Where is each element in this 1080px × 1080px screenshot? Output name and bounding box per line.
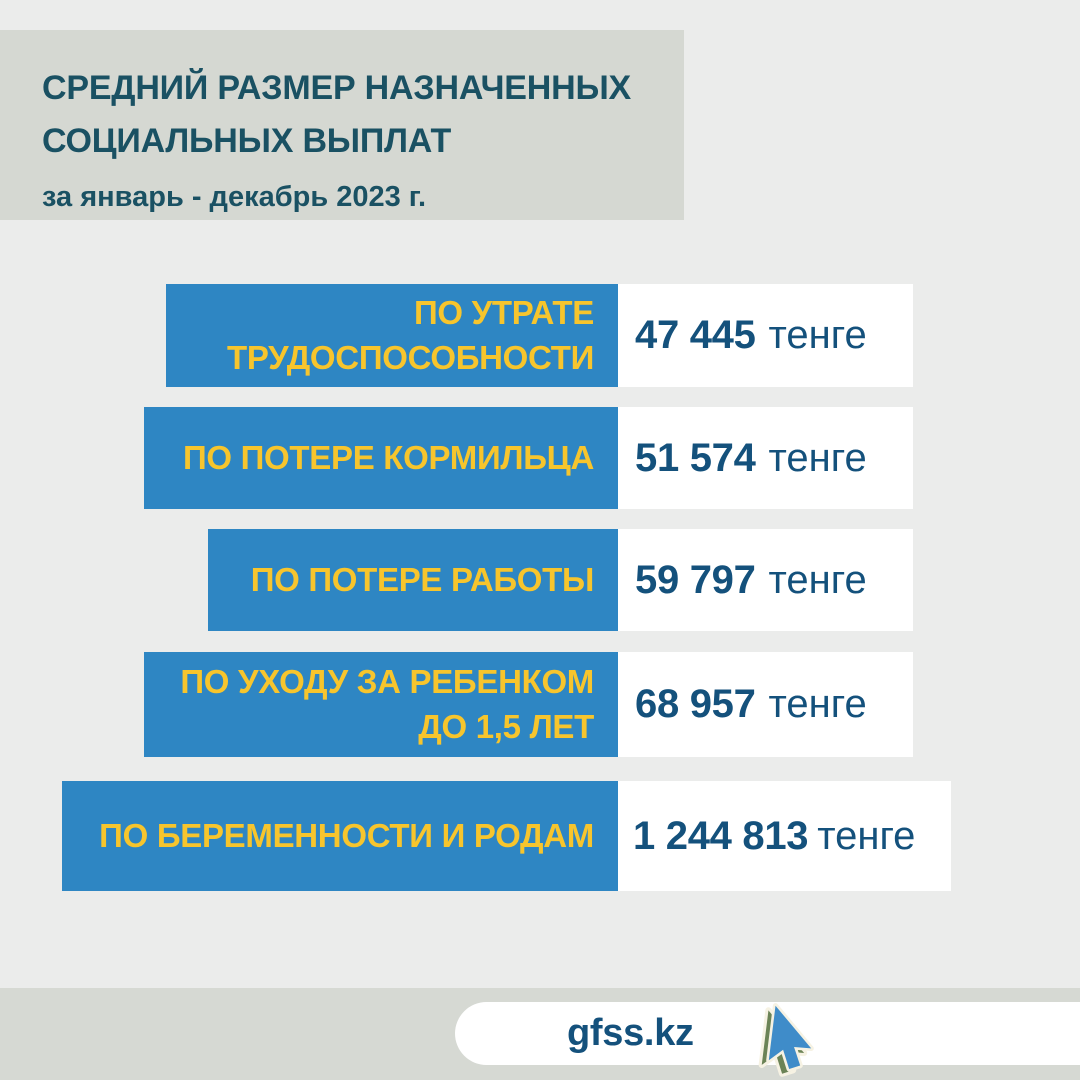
page-title: СРЕДНИЙ РАЗМЕР НАЗНАЧЕННЫХ СОЦИАЛЬНЫХ ВЫ… <box>42 62 664 167</box>
payment-value-box: 59 797 тенге <box>618 529 913 631</box>
payment-label-childcare: ПО УХОДУ ЗА РЕБЕНКОМ ДО 1,5 ЛЕТ <box>144 652 618 757</box>
payment-value-box: 51 574 тенге <box>618 407 913 509</box>
payment-amount: 68 957 <box>635 682 756 726</box>
payment-unit: тенге <box>768 435 867 480</box>
payment-value-box: 1 244 813 тенге <box>618 781 951 891</box>
payment-value-box: 68 957 тенге <box>618 652 913 757</box>
payment-amount: 47 445 <box>635 313 756 357</box>
payment-label-disability: ПО УТРАТЕ ТРУДОСПОСОБНОСТИ <box>166 284 618 387</box>
payment-amount: 51 574 <box>635 435 756 480</box>
mouse-pointer-icon <box>758 1003 814 1077</box>
payment-label-maternity: ПО БЕРЕМЕННОСТИ И РОДАМ <box>62 781 618 891</box>
payment-amount: 1 244 813 <box>633 813 809 858</box>
payment-unit: тенге <box>817 813 916 858</box>
header-panel: СРЕДНИЙ РАЗМЕР НАЗНАЧЕННЫХ СОЦИАЛЬНЫХ ВЫ… <box>0 30 684 220</box>
payment-label-breadwinner-loss: ПО ПОТЕРЕ КОРМИЛЬЦА <box>144 407 618 509</box>
payment-amount: 59 797 <box>635 557 756 602</box>
payment-unit: тенге <box>768 682 867 726</box>
website-url[interactable]: gfss.kz <box>567 1012 694 1054</box>
payment-unit: тенге <box>768 557 867 602</box>
period-subtitle: за январь - декабрь 2023 г. <box>42 181 427 214</box>
payment-value-box: 47 445 тенге <box>618 284 913 387</box>
payment-label-job-loss: ПО ПОТЕРЕ РАБОТЫ <box>208 529 618 631</box>
payment-unit: тенге <box>768 313 867 357</box>
page-title-line2: СОЦИАЛЬНЫХ ВЫПЛАТ <box>42 121 452 160</box>
page-title-line1: СРЕДНИЙ РАЗМЕР НАЗНАЧЕННЫХ <box>42 69 632 107</box>
